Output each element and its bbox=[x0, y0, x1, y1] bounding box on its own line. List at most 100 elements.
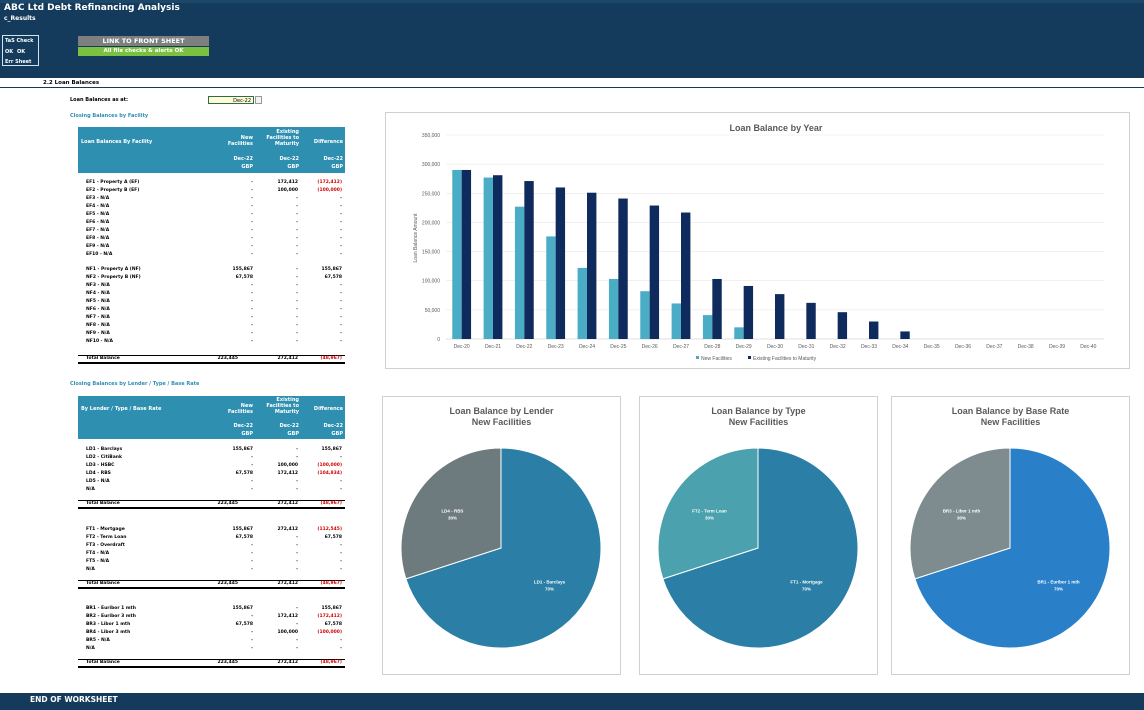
bar-existing bbox=[681, 212, 691, 339]
table1-row-existing: - bbox=[296, 267, 298, 272]
table1-row-existing: - bbox=[296, 204, 298, 209]
table1-row-existing: - bbox=[296, 315, 298, 320]
table1-row-label: NF2 - Property B (NF) bbox=[86, 275, 141, 280]
table2-rates-row-existing: - bbox=[296, 622, 298, 627]
table2-rates-row-difference: - bbox=[340, 638, 342, 643]
table2-period-2: Dec-22 bbox=[279, 423, 299, 429]
bar-existing bbox=[587, 192, 597, 339]
table2-rates-row-label: BR5 - N/A bbox=[86, 638, 110, 643]
bar-chart-ylabel: Loan Balance Amount bbox=[413, 213, 419, 263]
table2-types-row-existing: 272,412 bbox=[277, 527, 299, 532]
bar-new bbox=[514, 206, 525, 339]
table1-row-label: NF3 - N/A bbox=[86, 283, 110, 288]
table2-col2: Existing Facilities to Maturity bbox=[266, 397, 299, 415]
table1-row-existing: - bbox=[296, 220, 298, 225]
table2-lenders-row-label: N/A bbox=[86, 487, 95, 492]
bar-ytick-label: 300,000 bbox=[422, 162, 440, 168]
table2-lenders-row-existing: - bbox=[296, 479, 298, 484]
table1-row-existing: - bbox=[296, 283, 298, 288]
as-at-dropdown-button[interactable] bbox=[255, 96, 262, 104]
table1-row-difference: (172,412) bbox=[317, 180, 342, 185]
table2-rates-row-existing: 100,000 bbox=[277, 630, 299, 635]
bar-xtick-label: Dec-30 bbox=[767, 344, 783, 350]
pie-type-title: Loan Balance by Type New Facilities bbox=[640, 406, 877, 428]
table2-rates-row-new: - bbox=[251, 614, 253, 619]
table1-row-label: EF2 - Property B (EF) bbox=[86, 188, 140, 193]
table2-ccy-2: GBP bbox=[287, 431, 299, 437]
table1-row-new: - bbox=[251, 315, 253, 320]
table2-rates-row-existing: - bbox=[296, 646, 298, 651]
bar-chart-title: Loan Balance by Year bbox=[730, 123, 823, 133]
table2-lenders-row-existing: 172,412 bbox=[277, 471, 299, 476]
section-divider bbox=[0, 87, 1144, 88]
table2-lenders-total-border bbox=[78, 500, 345, 509]
pie-type-svg: FT1 - Mortgage 70% FT2 - Term Loan 30% bbox=[657, 447, 859, 649]
table1-row-label: EF10 - N/A bbox=[86, 252, 113, 257]
table1-row-existing: - bbox=[296, 323, 298, 328]
table1-total-existing: 272,412 bbox=[277, 356, 299, 361]
bar-existing bbox=[649, 205, 660, 339]
table2-types-row-label: FT1 - Mortgage bbox=[86, 527, 125, 532]
table2-lenders-total-label: Total Balance bbox=[86, 501, 120, 506]
table1-row-existing: - bbox=[296, 236, 298, 241]
bar-ytick-label: 350,000 bbox=[422, 133, 440, 139]
legend-label-new: New Facilities bbox=[701, 356, 732, 362]
table2-types-total-border bbox=[78, 580, 345, 589]
pie-type-title-line1: Loan Balance by Type bbox=[711, 406, 806, 416]
as-at-date-input[interactable]: Dec-22 bbox=[208, 96, 254, 104]
table1-row-new: - bbox=[251, 228, 253, 233]
table1-row-label: NF4 - N/A bbox=[86, 291, 110, 296]
table1-row-existing: - bbox=[296, 339, 298, 344]
bar-new bbox=[546, 236, 556, 339]
table1-row-new: - bbox=[251, 204, 253, 209]
table2-rates-row-label: BR2 - Euribor 3 mth bbox=[86, 614, 136, 619]
bar-new bbox=[608, 278, 619, 339]
pie-slice bbox=[662, 447, 859, 649]
table2-rates-row-existing: 172,412 bbox=[277, 614, 299, 619]
pie-slice-label: FT2 - Term Loan bbox=[692, 509, 727, 514]
table1-row-difference: - bbox=[340, 212, 342, 217]
bar-xtick-label: Dec-23 bbox=[548, 344, 564, 350]
bar-new bbox=[577, 267, 587, 339]
table1-row-new: - bbox=[251, 323, 253, 328]
pie-lender-title-line2: New Facilities bbox=[471, 417, 532, 427]
table2-types-total-label: Total Balance bbox=[86, 581, 120, 586]
table2-rates-total-existing: 272,412 bbox=[277, 660, 299, 665]
table1-row-new: - bbox=[251, 307, 253, 312]
table2-rates-row-new: 155,867 bbox=[232, 606, 254, 611]
pie-rate-title: Loan Balance by Base Rate New Facilities bbox=[892, 406, 1129, 428]
table2-lenders-row-new: - bbox=[251, 463, 253, 468]
bar-new bbox=[640, 291, 650, 339]
bar-xtick-label: Dec-21 bbox=[485, 344, 501, 350]
table2-lenders-row-difference: - bbox=[340, 455, 342, 460]
table2-rates-row-label: N/A bbox=[86, 646, 95, 651]
table2-lenders-row-new: - bbox=[251, 487, 253, 492]
table1-row-new: - bbox=[251, 196, 253, 201]
table2-rates-row-difference: 155,867 bbox=[321, 606, 343, 611]
table1-row-label: EF9 - N/A bbox=[86, 244, 110, 249]
bar-existing bbox=[618, 198, 628, 339]
page-title: ABC Ltd Debt Refinancing Analysis bbox=[4, 3, 180, 13]
link-to-front-sheet-button[interactable]: LINK TO FRONT SHEET bbox=[78, 36, 209, 46]
table1-row-label: EF5 - N/A bbox=[86, 212, 110, 217]
pie-type-title-line2: New Facilities bbox=[728, 417, 789, 427]
table1-ccy-3: GBP bbox=[331, 164, 343, 170]
table2-types-row-difference: (112,545) bbox=[317, 527, 342, 532]
bar-xtick-label: Dec-28 bbox=[704, 344, 720, 350]
table1-row-difference: - bbox=[340, 244, 342, 249]
pie-slice-label: LD4 - RBS bbox=[441, 509, 463, 514]
section-title: 2.2 Loan Balances bbox=[43, 80, 100, 86]
check-ok-2: OK bbox=[17, 49, 26, 55]
header-topline bbox=[0, 0, 1144, 3]
table2-lenders-row-existing: - bbox=[296, 487, 298, 492]
pie-slice bbox=[657, 447, 759, 580]
table2-types-row-existing: - bbox=[296, 551, 298, 556]
table1-row-new: - bbox=[251, 236, 253, 241]
table2-rates-row-difference: - bbox=[340, 646, 342, 651]
bar-xtick-label: Dec-20 bbox=[454, 344, 470, 350]
bar-xtick-label: Dec-29 bbox=[736, 344, 752, 350]
footer-label: END OF WORKSHEET bbox=[30, 695, 118, 704]
bar-chart-svg: Loan Balance by Year Loan Balance Amount… bbox=[413, 123, 1104, 362]
pie-slice-pct: 30% bbox=[448, 516, 457, 521]
table2-rates-total-new: 223,445 bbox=[217, 660, 239, 665]
